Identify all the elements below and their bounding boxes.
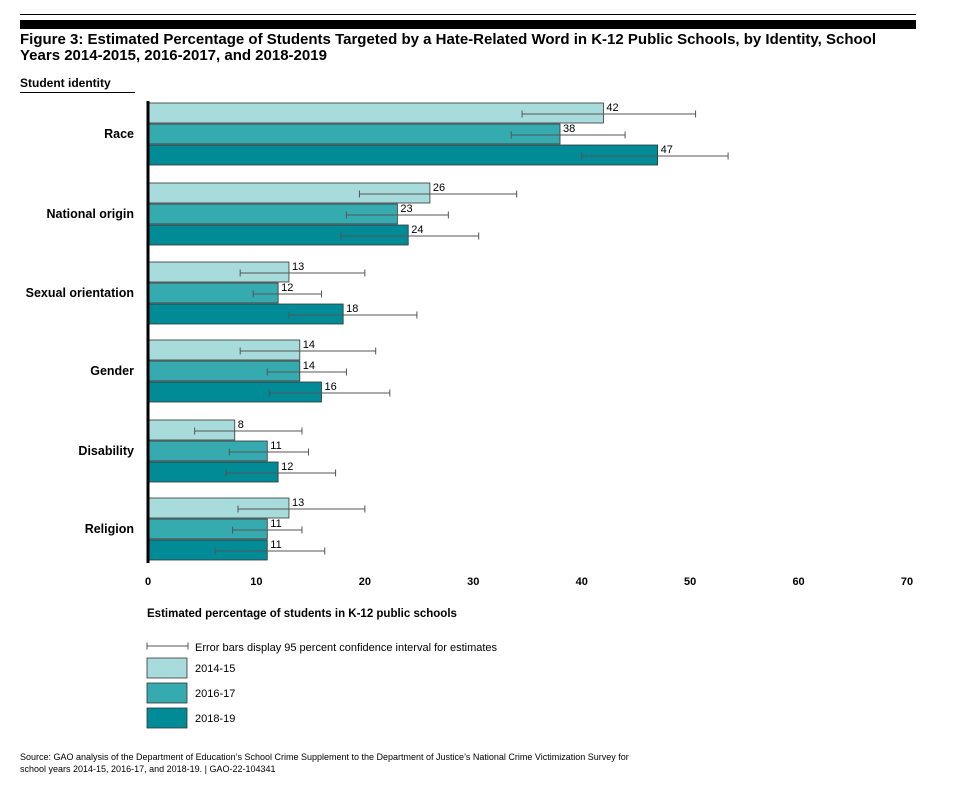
bar [147,261,290,283]
bar [147,461,279,483]
bar [147,203,398,225]
figure-title-line2: Years 2014-2015, 2016-2017, and 2018-201… [20,47,327,64]
bar [147,224,409,246]
legend-swatch [146,707,188,729]
category-label: Race [104,127,134,141]
value-label: 12 [281,461,293,473]
value-label: 23 [400,203,412,215]
x-tick-label: 10 [250,576,262,588]
top-rule [20,14,916,15]
legend-swatch [146,682,188,704]
value-label: 14 [303,339,315,351]
x-tick-label: 40 [576,576,588,588]
value-label: 13 [292,497,304,509]
top-bar [20,20,916,29]
bar [147,282,279,304]
value-label: 42 [606,102,618,114]
bar [147,102,604,124]
bar [147,518,268,540]
value-label: 13 [292,261,304,273]
legend-swatch [146,657,188,679]
value-label: 14 [303,360,315,372]
bar [147,144,659,166]
y-axis-heading-underline [20,92,135,93]
bar [147,123,561,145]
bar [147,339,301,361]
value-label: 11 [270,518,281,530]
x-tick-label: 50 [684,576,696,588]
y-axis-heading: Student identity [20,76,111,90]
bar [147,182,431,204]
category-label: Religion [85,522,134,536]
value-label: 11 [270,440,281,452]
value-label: 16 [324,381,336,393]
legend-label: 2016-17 [195,688,235,700]
value-label: 24 [411,224,423,236]
bar [147,360,301,382]
category-label: Sexual orientation [26,286,134,300]
x-tick-label: 0 [145,576,151,588]
bar [147,419,236,441]
figure-title-line1: Figure 3: Estimated Percentage of Studen… [20,31,876,48]
legend-label: 2018-19 [195,713,235,725]
legend-label: 2014-15 [195,663,235,675]
category-label: Gender [90,364,134,378]
source-line2: school years 2014-15, 2016-17, and 2018-… [20,764,276,774]
x-tick-label: 20 [359,576,371,588]
source-note: Source: GAO analysis of the Department o… [20,751,740,775]
value-label: 18 [346,303,358,315]
figure-title: Figure 3: Estimated Percentage of Studen… [20,32,920,64]
value-label: 47 [661,144,673,156]
x-tick-label: 70 [901,576,913,588]
source-line1: Source: GAO analysis of the Department o… [20,752,629,762]
legend-error-bar-label: Error bars display 95 percent confidence… [195,642,498,654]
bar [147,303,344,325]
x-tick-label: 60 [792,576,804,588]
value-label: 12 [281,282,293,294]
bar [147,539,268,561]
value-label: 11 [270,539,281,551]
bar [147,497,290,519]
category-label: Disability [78,444,134,458]
value-label: 38 [563,123,575,135]
x-axis-title: Estimated percentage of students in K-12… [147,608,457,620]
value-label: 26 [433,182,445,194]
value-label: 8 [238,419,244,431]
category-label: National origin [47,207,135,221]
bar [147,440,268,462]
bar [147,381,322,403]
x-tick-label: 30 [467,576,479,588]
